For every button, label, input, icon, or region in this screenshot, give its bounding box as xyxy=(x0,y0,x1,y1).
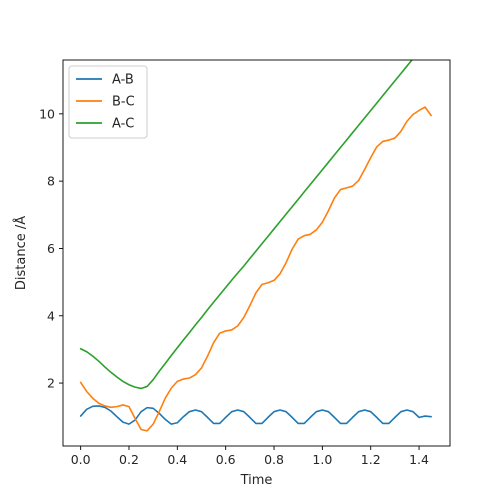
series-lines xyxy=(79,60,432,432)
x-axis-label: Time xyxy=(240,473,273,488)
plot-area xyxy=(79,60,432,432)
legend-label-a-b: A-B xyxy=(112,73,134,88)
x-tick-label: 1.2 xyxy=(361,452,381,467)
y-axis-label: Distance /Å xyxy=(13,216,29,290)
y-tick-label: 6 xyxy=(47,241,55,256)
legend-box xyxy=(68,65,148,139)
y-tick-label: 2 xyxy=(47,376,55,391)
x-tick-label: 0.8 xyxy=(264,452,284,467)
y-tick-label: 4 xyxy=(47,308,55,323)
legend-label-a-c: A-C xyxy=(112,117,134,132)
x-tick-label: 1.0 xyxy=(312,452,332,467)
y-tick-label: 8 xyxy=(47,174,55,189)
y-tick-label: 10 xyxy=(39,106,55,121)
axes-frame xyxy=(62,59,451,447)
legend: A-B B-C A-C xyxy=(68,65,148,139)
series-line-a-c xyxy=(79,60,413,390)
x-tick-label: 1.4 xyxy=(409,452,429,467)
series-line-a-b xyxy=(79,405,432,425)
axes: 0.0 0.2 0.4 0.6 0.8 1.0 1.2 1.4 2 4 6 8 10 Time Distan… xyxy=(13,59,451,488)
x-tick-label: 0.2 xyxy=(119,452,139,467)
x-tick-label: 0.4 xyxy=(167,452,187,467)
series-line-b-c xyxy=(79,106,432,432)
x-tick-label: 0.6 xyxy=(216,452,236,467)
legend-label-b-c: B-C xyxy=(112,95,135,110)
x-tick-label: 0.0 xyxy=(71,452,91,467)
